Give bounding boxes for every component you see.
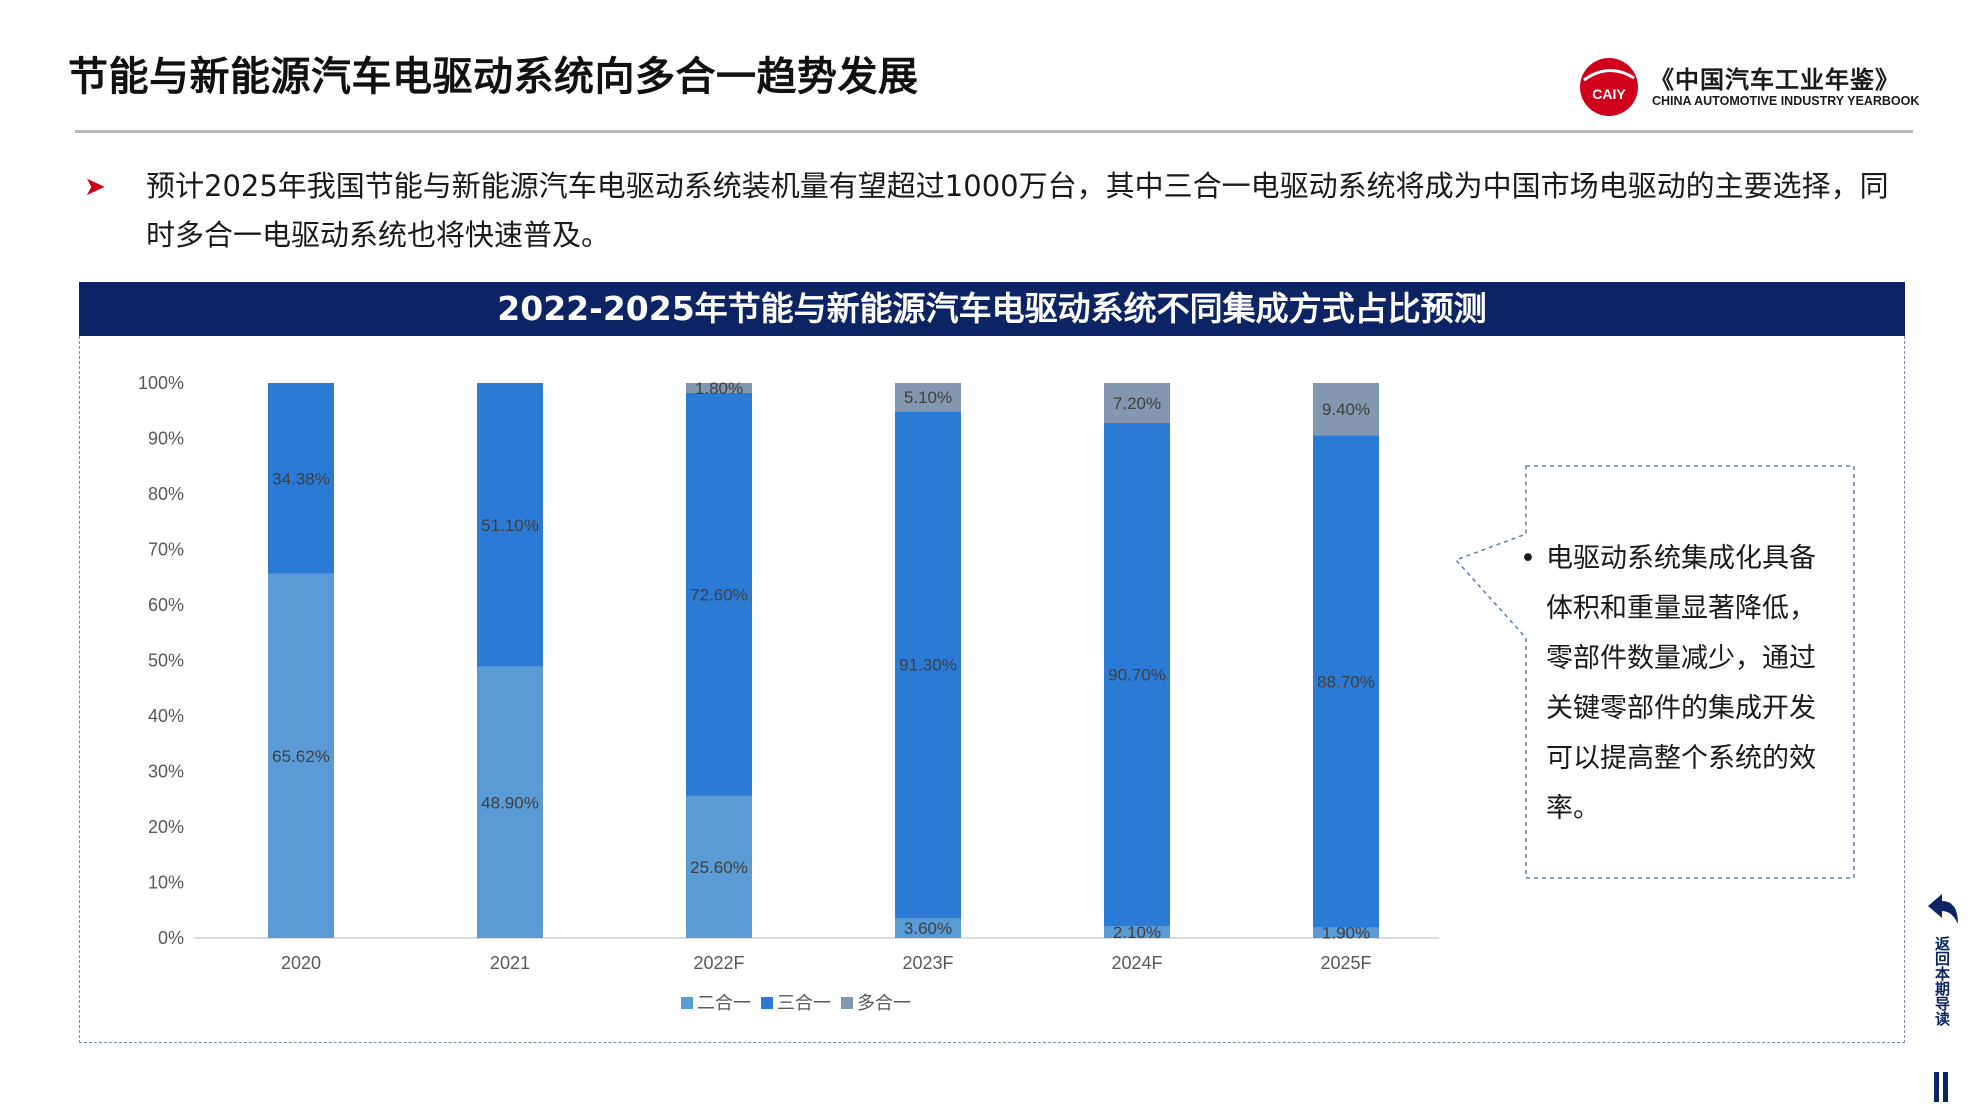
data-label: 34.38%: [272, 469, 330, 488]
legend-label: 多合一: [857, 993, 911, 1014]
legend-swatch: [761, 997, 773, 1009]
logo-text: CAIY: [1592, 86, 1626, 102]
data-label: 1.90%: [1322, 924, 1370, 943]
y-tick-label: 80%: [148, 484, 184, 504]
data-label: 91.30%: [899, 656, 957, 675]
yearbook-title-en: CHINA AUTOMOTIVE INDUSTRY YEARBOOK: [1652, 94, 1920, 108]
x-tick-label: 2024F: [1111, 953, 1162, 973]
y-tick-label: 90%: [148, 429, 184, 449]
bar-segment: [686, 795, 752, 938]
legend-label: 二合一: [697, 993, 751, 1014]
y-tick-label: 20%: [148, 817, 184, 837]
callout-body: 电驱动系统集成化具备体积和重量显著降低，零部件数量减少，通过关键零部件的集成开发…: [1546, 543, 1816, 824]
y-tick-label: 50%: [148, 651, 184, 671]
y-tick-label: 10%: [148, 873, 184, 893]
x-tick-label: 2020: [281, 953, 321, 973]
data-label: 9.40%: [1322, 400, 1370, 419]
back-label: 返回本期导读: [1922, 936, 1962, 1026]
chart-banner-title: 2022-2025年节能与新能源汽车电驱动系统不同集成方式占比预测: [79, 282, 1905, 336]
y-tick-label: 0%: [158, 928, 184, 948]
stacked-bar-chart: 0% 10% 20% 30% 40% 50% 60% 70% 80% 90% 100% 65.62% 3…: [138, 373, 1439, 1014]
bar-segment: [895, 411, 961, 919]
data-label: 25.60%: [690, 858, 748, 877]
x-tick-label: 2025F: [1320, 953, 1371, 973]
caiy-logo: CAIY: [1580, 58, 1638, 116]
arrow-right-icon: ➤: [84, 172, 106, 202]
bar-segment: [1313, 927, 1379, 938]
y-tick-label: 100%: [138, 373, 184, 393]
data-label: 2.10%: [1113, 923, 1161, 942]
back-arrow-icon: [1928, 894, 1958, 924]
y-tick-label: 40%: [148, 706, 184, 726]
data-label: 90.70%: [1108, 666, 1166, 685]
bar-segment: [686, 383, 752, 393]
x-tick-label: 2022F: [693, 953, 744, 973]
bar-segment: [477, 383, 543, 667]
data-label: 1.80%: [695, 379, 743, 398]
data-label: 72.60%: [690, 585, 748, 604]
summary-text: 预计2025年我国节能与新能源汽车电驱动系统装机量有望超过1000万台，其中三合…: [146, 169, 1889, 252]
page-indicator: [1934, 1072, 1952, 1106]
callout-box: [1454, 465, 1855, 879]
legend-label: 三合一: [777, 993, 831, 1014]
x-tick-label: 2021: [490, 953, 530, 973]
bar-segment: [268, 383, 334, 574]
data-label: 5.10%: [904, 388, 952, 407]
bar-segment: [268, 573, 334, 938]
y-tick-label: 70%: [148, 540, 184, 560]
bar-segment: [1313, 435, 1379, 928]
legend-swatch: [681, 997, 693, 1009]
callout-bullet: •: [1520, 543, 1536, 574]
bar-segment: [895, 918, 961, 938]
bar-segment: [1104, 926, 1170, 938]
bar-segment: [686, 392, 752, 796]
back-label-text: 返回本期导读: [1933, 936, 1951, 1026]
data-label: 51.10%: [481, 516, 539, 535]
data-label: 88.70%: [1317, 672, 1375, 691]
bar-segment: [1313, 383, 1379, 436]
bar-segment: [895, 383, 961, 412]
data-label: 7.20%: [1113, 394, 1161, 413]
y-tick-label: 60%: [148, 595, 184, 615]
legend-swatch: [841, 997, 853, 1009]
y-tick-label: 30%: [148, 762, 184, 782]
page-title: 节能与新能源汽车电驱动系统向多合一趋势发展: [68, 54, 919, 100]
data-label: 48.90%: [481, 793, 539, 812]
back-to-contents-button[interactable]: 返回本期导读: [1922, 892, 1962, 1062]
bar-segment: [1104, 422, 1170, 927]
data-label: 3.60%: [904, 919, 952, 938]
bar-segment: [1104, 383, 1170, 423]
x-tick-label: 2023F: [902, 953, 953, 973]
data-label: 65.62%: [272, 747, 330, 766]
callout-text: • 电驱动系统集成化具备体积和重量显著降低，零部件数量减少，通过关键零部件的集成…: [1520, 534, 1836, 834]
chart-frame: [79, 336, 1905, 1043]
yearbook-title-cn: 《中国汽车工业年鉴》: [1650, 66, 1900, 94]
header-divider: [75, 130, 1913, 133]
bar-segment: [477, 666, 543, 938]
